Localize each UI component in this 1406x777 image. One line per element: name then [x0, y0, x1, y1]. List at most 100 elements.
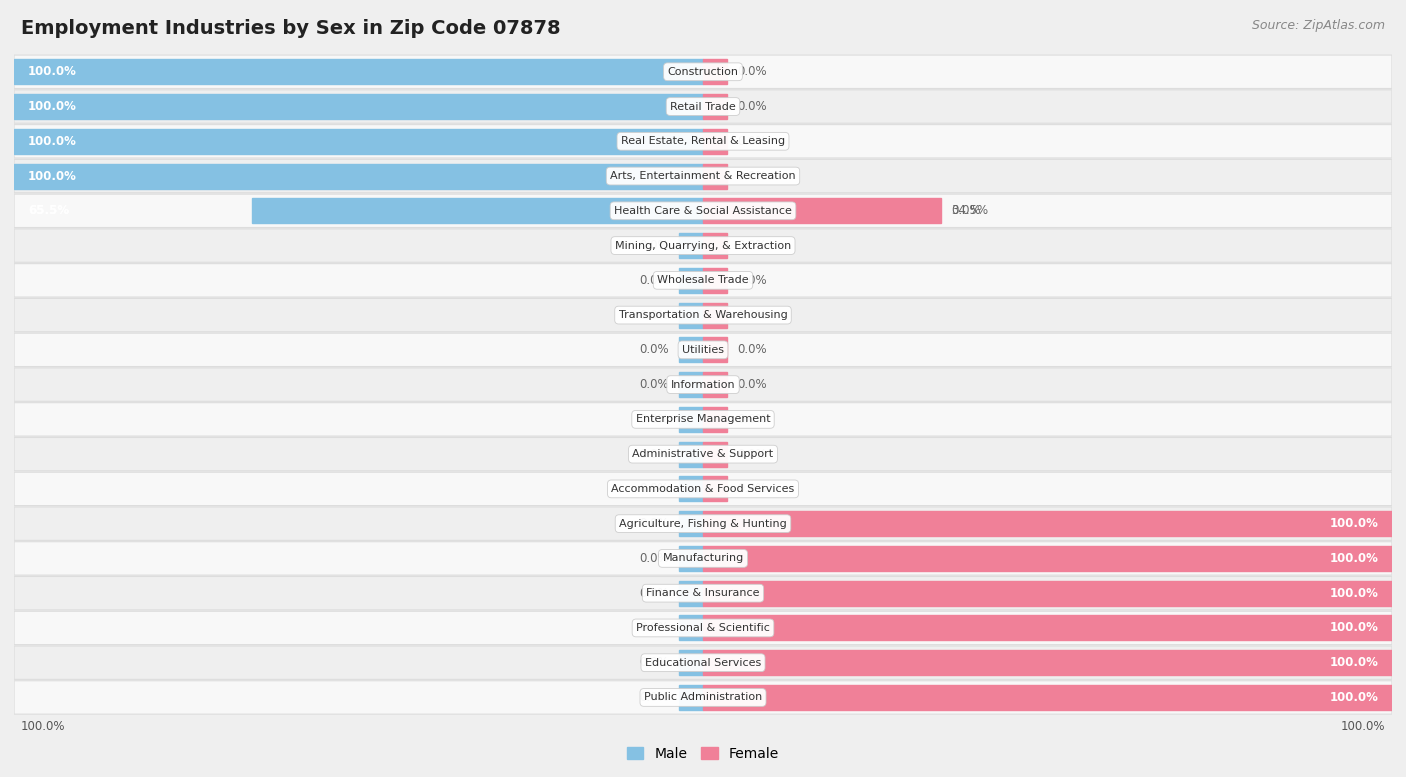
- Text: 0.0%: 0.0%: [738, 134, 768, 148]
- Bar: [679, 407, 703, 432]
- Text: 0.0%: 0.0%: [738, 378, 768, 391]
- Bar: [703, 407, 727, 432]
- FancyBboxPatch shape: [14, 159, 1392, 193]
- FancyBboxPatch shape: [14, 472, 1392, 506]
- Bar: [703, 372, 727, 397]
- Text: 100.0%: 100.0%: [1329, 552, 1378, 565]
- Bar: [703, 59, 727, 84]
- FancyBboxPatch shape: [14, 298, 1392, 332]
- Text: Mining, Quarrying, & Extraction: Mining, Quarrying, & Extraction: [614, 241, 792, 250]
- Bar: [679, 233, 703, 258]
- Text: 0.0%: 0.0%: [638, 622, 669, 635]
- Bar: [679, 650, 703, 675]
- Text: 0.0%: 0.0%: [738, 65, 768, 78]
- Bar: [679, 615, 703, 640]
- Bar: [679, 441, 703, 467]
- Text: Professional & Scientific: Professional & Scientific: [636, 623, 770, 633]
- FancyBboxPatch shape: [14, 194, 1392, 228]
- Bar: [703, 650, 1392, 675]
- Text: 100.0%: 100.0%: [1329, 691, 1378, 704]
- Text: Retail Trade: Retail Trade: [671, 102, 735, 112]
- Text: 100.0%: 100.0%: [28, 100, 77, 113]
- FancyBboxPatch shape: [14, 124, 1392, 158]
- Text: 100.0%: 100.0%: [1329, 657, 1378, 669]
- Bar: [703, 233, 727, 258]
- Text: Arts, Entertainment & Recreation: Arts, Entertainment & Recreation: [610, 171, 796, 181]
- Bar: [703, 94, 727, 119]
- FancyBboxPatch shape: [14, 55, 1392, 89]
- Text: 0.0%: 0.0%: [638, 308, 669, 322]
- FancyBboxPatch shape: [14, 333, 1392, 367]
- Text: Public Administration: Public Administration: [644, 692, 762, 702]
- FancyBboxPatch shape: [14, 611, 1392, 645]
- Text: 0.0%: 0.0%: [638, 691, 669, 704]
- Bar: [703, 337, 727, 362]
- Bar: [679, 685, 703, 710]
- Bar: [703, 511, 1392, 536]
- Text: 0.0%: 0.0%: [738, 413, 768, 426]
- FancyBboxPatch shape: [14, 542, 1392, 575]
- Bar: [703, 163, 727, 189]
- Text: 0.0%: 0.0%: [638, 274, 669, 287]
- Bar: [703, 476, 727, 501]
- Text: 100.0%: 100.0%: [28, 169, 77, 183]
- Text: 0.0%: 0.0%: [738, 483, 768, 496]
- Text: 0.0%: 0.0%: [638, 343, 669, 357]
- Bar: [679, 302, 703, 328]
- Text: 0.0%: 0.0%: [638, 587, 669, 600]
- Bar: [703, 198, 941, 223]
- Text: 0.0%: 0.0%: [738, 308, 768, 322]
- FancyBboxPatch shape: [14, 229, 1392, 263]
- Text: 0.0%: 0.0%: [950, 204, 980, 218]
- Text: 100.0%: 100.0%: [21, 720, 66, 733]
- Bar: [679, 337, 703, 362]
- Text: 100.0%: 100.0%: [1329, 587, 1378, 600]
- Text: 65.5%: 65.5%: [28, 204, 69, 218]
- Bar: [679, 546, 703, 571]
- FancyBboxPatch shape: [14, 90, 1392, 124]
- FancyBboxPatch shape: [14, 577, 1392, 610]
- Text: 0.0%: 0.0%: [638, 552, 669, 565]
- Bar: [703, 129, 727, 154]
- Text: 100.0%: 100.0%: [1329, 622, 1378, 635]
- Bar: [679, 580, 703, 606]
- FancyBboxPatch shape: [14, 507, 1392, 540]
- Text: Transportation & Warehousing: Transportation & Warehousing: [619, 310, 787, 320]
- FancyBboxPatch shape: [14, 681, 1392, 714]
- Text: Construction: Construction: [668, 67, 738, 77]
- Text: 100.0%: 100.0%: [1329, 517, 1378, 530]
- Bar: [252, 198, 703, 223]
- Bar: [703, 546, 1392, 571]
- Text: 100.0%: 100.0%: [28, 134, 77, 148]
- Text: Utilities: Utilities: [682, 345, 724, 355]
- Text: 100.0%: 100.0%: [28, 65, 77, 78]
- Text: 0.0%: 0.0%: [738, 239, 768, 252]
- Text: 0.0%: 0.0%: [638, 239, 669, 252]
- Bar: [14, 163, 703, 189]
- Bar: [679, 372, 703, 397]
- Text: Finance & Insurance: Finance & Insurance: [647, 588, 759, 598]
- FancyBboxPatch shape: [14, 437, 1392, 471]
- Text: Real Estate, Rental & Leasing: Real Estate, Rental & Leasing: [621, 136, 785, 146]
- Text: Information: Information: [671, 380, 735, 389]
- Bar: [679, 511, 703, 536]
- Text: 34.5%: 34.5%: [950, 204, 988, 218]
- Bar: [14, 129, 703, 154]
- Text: Educational Services: Educational Services: [645, 657, 761, 667]
- Text: 0.0%: 0.0%: [638, 413, 669, 426]
- Text: 0.0%: 0.0%: [638, 378, 669, 391]
- Text: Agriculture, Fishing & Hunting: Agriculture, Fishing & Hunting: [619, 519, 787, 528]
- Text: Employment Industries by Sex in Zip Code 07878: Employment Industries by Sex in Zip Code…: [21, 19, 561, 38]
- Bar: [703, 615, 1392, 640]
- Bar: [703, 441, 727, 467]
- Text: 0.0%: 0.0%: [738, 274, 768, 287]
- Text: 65.5%: 65.5%: [28, 204, 69, 218]
- Text: 0.0%: 0.0%: [738, 169, 768, 183]
- Bar: [679, 268, 703, 293]
- Text: 100.0%: 100.0%: [1340, 720, 1385, 733]
- Text: 0.0%: 0.0%: [738, 100, 768, 113]
- Text: 0.0%: 0.0%: [638, 448, 669, 461]
- Text: Administrative & Support: Administrative & Support: [633, 449, 773, 459]
- Text: Enterprise Management: Enterprise Management: [636, 414, 770, 424]
- FancyBboxPatch shape: [14, 402, 1392, 436]
